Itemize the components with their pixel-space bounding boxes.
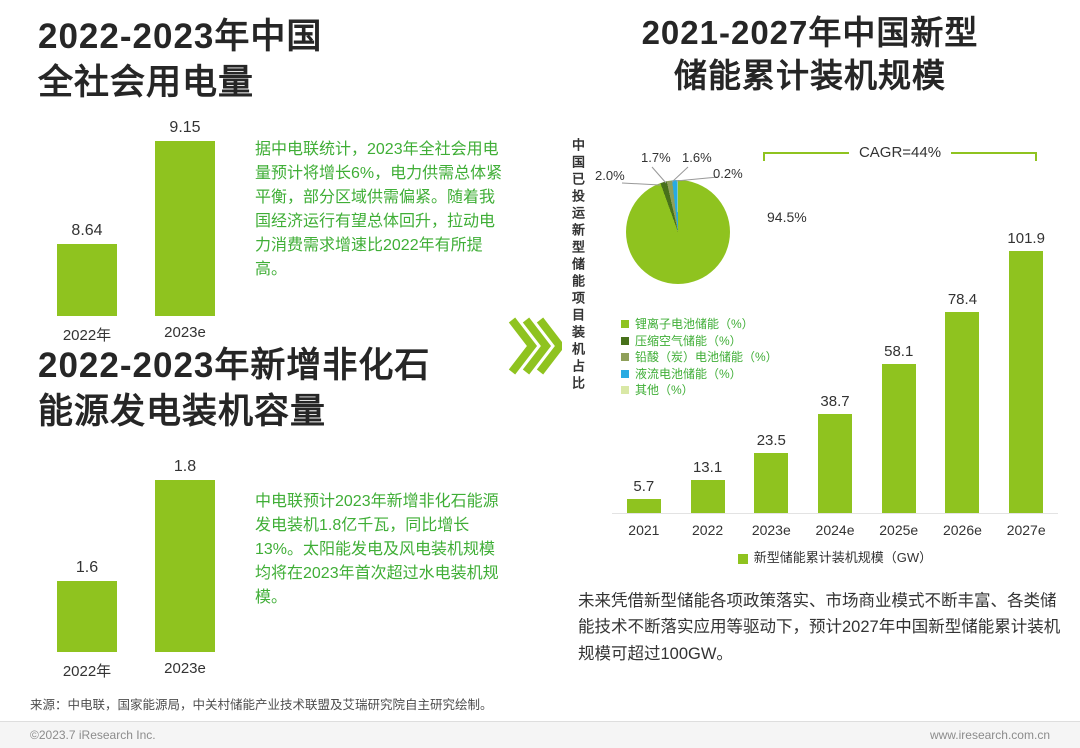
- bar-column: 78.4 2026e: [931, 291, 995, 540]
- bar-value-label: 58.1: [884, 343, 914, 360]
- source-note: 来源：中电联，国家能源局，中关村储能产业技术联盟及艾瑞研究院自主研究绘制。: [30, 698, 493, 712]
- pie-legend-item: 铅酸（炭）电池储能（%）: [621, 349, 778, 366]
- bar-category-label: 2027e: [1006, 522, 1046, 538]
- cagr-label: CAGR=44%: [858, 143, 942, 161]
- bar: [1009, 251, 1044, 514]
- cagr-bracket-line-right: [951, 152, 1037, 161]
- storage-capacity-bar-chart: 5.7 2021 13.1 2022 23.5 2023e 38.7 2024e 58.1 202…: [612, 224, 1058, 540]
- pie-legend-item: 液流电池储能（%）: [621, 366, 778, 383]
- bar: [881, 364, 916, 514]
- bar: [690, 480, 725, 514]
- copyright-text: ©2023.7 iResearch Inc.: [30, 728, 156, 742]
- cagr-bracket: CAGR=44%: [763, 142, 1037, 162]
- legend-swatch: [621, 353, 629, 362]
- bar-value-label: 13.1: [692, 459, 723, 476]
- bar-value-label: 5.7: [633, 478, 655, 495]
- bottom-bar: ©2023.7 iResearch Inc. www.iresearch.com…: [0, 721, 1080, 748]
- nonfossil-chart-title: 2022-2023年新增非化石 能源发电装机容量: [38, 343, 430, 434]
- bar-column: 9.15 2023e: [136, 119, 234, 342]
- electricity-bar-chart: 8.64 2022年 9.15 2023e: [38, 116, 234, 344]
- bar-category-label: 2023e: [751, 522, 791, 538]
- nonfossil-chart-title-line1: 2022-2023年新增非化石: [38, 346, 431, 385]
- bar: [945, 312, 980, 514]
- pie-value-label-flow-battery: 1.6%: [682, 150, 712, 165]
- pie-legend-item: 锂离子电池储能（%）: [621, 316, 778, 333]
- bar-category-label: 2024e: [815, 522, 855, 538]
- bar-value-label: 9.15: [169, 119, 201, 136]
- nonfossil-chart-title-line2: 能源发电装机容量: [38, 391, 327, 431]
- bar-category-label: 2023e: [164, 324, 206, 341]
- pie-vertical-caption: 中国已投运新型储能项目装机占比: [570, 138, 585, 393]
- bar-category-label: 2022年: [62, 327, 112, 344]
- legend-swatch: [621, 336, 629, 345]
- bar: [155, 141, 215, 316]
- bar-category-label: 2025e: [879, 522, 919, 538]
- bar-column: 8.64 2022年: [38, 222, 136, 344]
- bar-column: 23.5 2023e: [739, 432, 803, 540]
- nonfossil-bar-chart: 1.6 2022年 1.8 2023e: [38, 455, 234, 680]
- legend-label: 铅酸（炭）电池储能（%）: [635, 350, 778, 364]
- bar-category-label: 2022年: [62, 663, 112, 680]
- storage-section-title-line2: 储能累计装机规模: [674, 56, 946, 94]
- storage-summary-text: 未来凭借新型储能各项政策落实、市场商业模式不断丰富、各类储能技术不断落实应用等驱…: [578, 592, 1061, 663]
- bar-value-label: 8.64: [71, 222, 103, 239]
- pie-value-label-compressed-air: 2.0%: [595, 168, 625, 183]
- storage-share-pie-chart: [626, 180, 730, 284]
- electricity-chart-title-line2: 全社会用电量: [38, 62, 255, 102]
- legend-swatch: [621, 369, 629, 378]
- bar-column: 58.1 2025e: [867, 343, 931, 540]
- bar-value-label: 38.7: [820, 393, 850, 410]
- nonfossil-annotation: 中电联预计2023年新增非化石能源发电装机1.8亿千瓦，同比增长13%。太阳能发…: [255, 493, 499, 606]
- legend-label: 其他（%）: [635, 383, 694, 397]
- storage-section-title: 2021-2027年中国新型 储能累计装机规模: [560, 12, 1060, 98]
- legend-swatch: [737, 553, 748, 564]
- legend-swatch: [621, 386, 629, 395]
- bar-column: 1.6 2022年: [38, 559, 136, 680]
- pie-leader-lines: [621, 166, 719, 186]
- legend-label: 锂离子电池储能（%）: [635, 317, 754, 331]
- double-chevron-icon: [508, 317, 562, 375]
- bar: [155, 480, 215, 652]
- bar-column: 1.8 2023e: [136, 458, 234, 678]
- legend-swatch: [621, 320, 629, 329]
- storage-bar-legend: 新型储能累计装机规模（GW）: [612, 547, 1058, 566]
- bar-value-label: 78.4: [947, 291, 978, 308]
- pie-value-label-lead-acid: 1.7%: [641, 150, 671, 165]
- electricity-chart-title-line1: 2022-2023年中国: [38, 17, 323, 56]
- pie-legend-item: 压缩空气储能（%）: [621, 333, 778, 350]
- bar-column: 38.7 2024e: [803, 393, 867, 540]
- pie-legend-item: 其他（%）: [621, 382, 778, 399]
- bar-column: 13.1 2022: [676, 459, 740, 540]
- pie-value-label-other: 0.2%: [713, 166, 743, 181]
- bar-value-label: 1.6: [75, 559, 99, 576]
- cagr-bracket-line-left: [763, 152, 849, 161]
- bar: [57, 581, 117, 652]
- bar: [754, 453, 789, 514]
- bar: [626, 499, 661, 514]
- bar-value-label: 1.8: [173, 458, 197, 475]
- bar-value-label: 101.9: [1007, 230, 1045, 247]
- bar-column: 5.7 2021: [612, 478, 676, 540]
- website-link[interactable]: www.iresearch.com.cn: [929, 728, 1050, 742]
- legend-label: 新型储能累计装机规模（GW）: [753, 550, 933, 565]
- legend-label: 压缩空气储能（%）: [635, 333, 742, 348]
- pie-legend: 锂离子电池储能（%） 压缩空气储能（%） 铅酸（炭）电池储能（%） 液流电池储能（%）…: [621, 316, 778, 399]
- legend-label: 液流电池储能（%）: [635, 366, 742, 381]
- bar-category-label: 2023e: [164, 660, 206, 677]
- electricity-chart-title: 2022-2023年中国 全社会用电量: [38, 14, 322, 105]
- storage-section-title-line1: 2021-2027年中国新型: [641, 14, 979, 51]
- pie-value-label-lithium: 94.5%: [767, 209, 807, 225]
- bar-value-label: 23.5: [756, 432, 786, 449]
- bar-column: 101.9 2027e: [994, 230, 1058, 540]
- bar-category-label: 2021: [628, 522, 660, 538]
- bar: [818, 414, 853, 514]
- electricity-annotation: 据中电联统计，2023年全社会用电量预计将增长6%，电力供需总体紧平衡，部分区域…: [255, 141, 503, 278]
- bar-category-label: 2026e: [942, 522, 982, 538]
- bar: [57, 244, 117, 316]
- bar-category-label: 2022: [692, 522, 724, 538]
